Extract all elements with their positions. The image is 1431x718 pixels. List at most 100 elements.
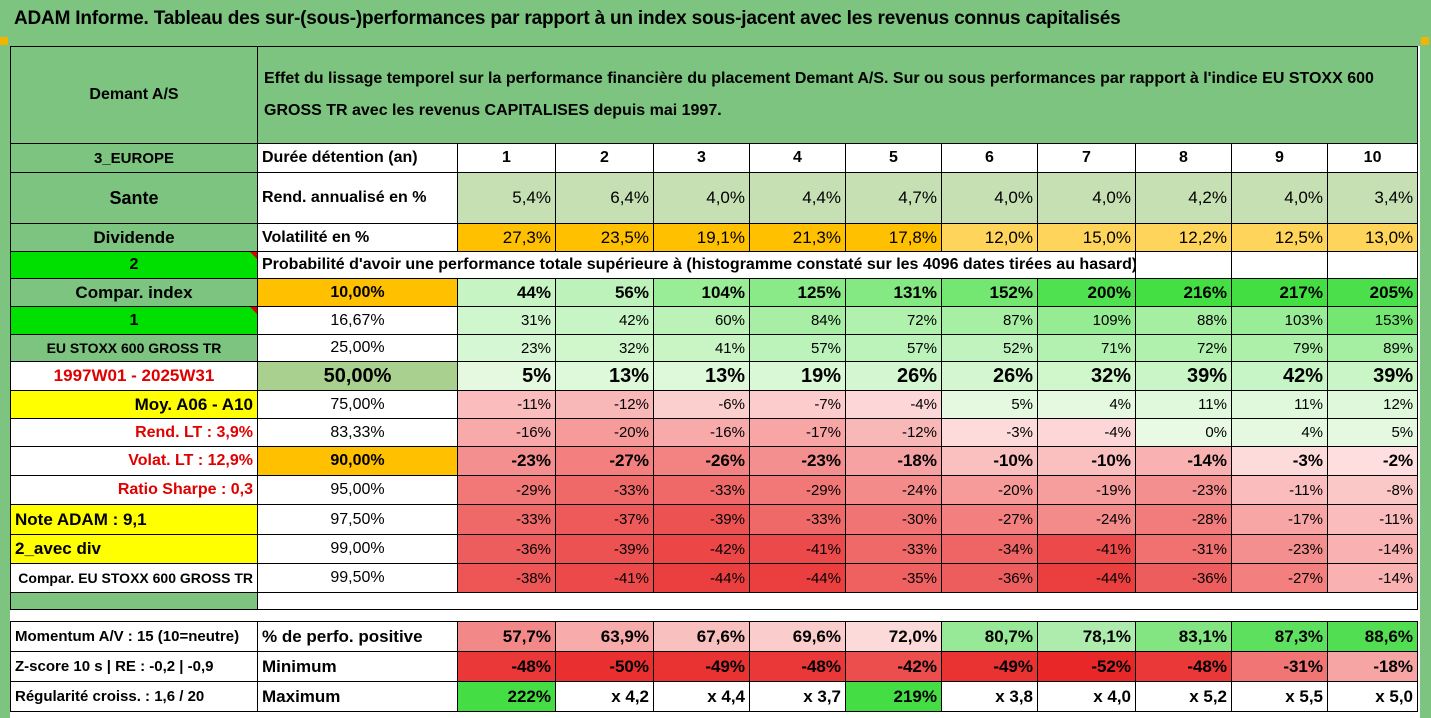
- summary-value-zscore: -42%: [845, 651, 942, 682]
- quantile-row: Rend. LT : 3,9% 83,33% -16% -20% -16% -17% -12…: [10, 418, 1419, 447]
- quantile-value: 205%: [1326, 278, 1419, 307]
- comment-marker: [250, 307, 257, 314]
- summary-value-regularite: x 5,5: [1231, 681, 1328, 712]
- quantile-value: -11%: [1326, 504, 1419, 535]
- quantile-level: 83,33%: [257, 418, 458, 447]
- quantile-value: -24%: [845, 475, 942, 505]
- quantile-level: 50,00%: [257, 361, 458, 391]
- quantile-value: -11%: [1231, 475, 1328, 505]
- summary-value-regularite: 222%: [457, 681, 556, 712]
- quantile-level: 95,00%: [257, 475, 458, 505]
- quantile-level: 10,00%: [257, 278, 458, 307]
- duration-year-5: 5: [845, 143, 942, 173]
- summary-value-regularite: x 5,2: [1135, 681, 1232, 712]
- summary-value-zscore: -31%: [1231, 651, 1328, 682]
- left-label-note: Note ADAM : 9,1: [10, 504, 258, 535]
- summary-value-momentum: 57,7%: [457, 621, 556, 652]
- duration-year-4: 4: [749, 143, 846, 173]
- quantile-value: 26%: [941, 361, 1038, 391]
- quantile-value: 152%: [941, 278, 1038, 307]
- quantile-value: -38%: [457, 563, 556, 593]
- quantile-value: -39%: [555, 534, 654, 564]
- summary-value-momentum: 69,6%: [749, 621, 846, 652]
- summary-value-momentum: 67,6%: [653, 621, 750, 652]
- fund-name: Demant A/S: [10, 46, 258, 144]
- quantile-value: -30%: [845, 504, 942, 535]
- empty-cell: [1326, 251, 1419, 279]
- quantile-value: 88%: [1135, 306, 1232, 335]
- quantile-value: -16%: [653, 418, 750, 447]
- left-label-index-name: EU STOXX 600 GROSS TR: [10, 334, 258, 362]
- summary-value-zscore: -48%: [1135, 651, 1232, 682]
- quantile-value: 153%: [1326, 306, 1419, 335]
- quantile-value: 12%: [1326, 390, 1419, 419]
- vol-value: 12,0%: [941, 223, 1038, 252]
- quantile-value: -2%: [1326, 446, 1419, 476]
- rend-value: 4,2%: [1135, 172, 1232, 224]
- quantile-row: Compar. index 10,00% 44% 56% 104% 125% 131% 152…: [10, 278, 1419, 307]
- quantile-value: 11%: [1135, 390, 1232, 419]
- quantile-row: Note ADAM : 9,1 97,50% -33% -37% -39% -33% -30…: [10, 504, 1419, 535]
- quantile-value: -44%: [653, 563, 750, 593]
- left-label-sharpe: Ratio Sharpe : 0,3: [10, 475, 258, 505]
- quantile-value: 57%: [845, 334, 942, 362]
- rend-value: 4,0%: [653, 172, 750, 224]
- summary-value-regularite: x 3,8: [941, 681, 1038, 712]
- quantile-value: 217%: [1231, 278, 1328, 307]
- quantile-value: -12%: [845, 418, 942, 447]
- quantile-value: -26%: [653, 446, 750, 476]
- summary-row-regularite: Régularité croiss. : 1,6 / 20 Maximum 222%…: [10, 681, 1418, 712]
- quantile-level: 16,67%: [257, 306, 458, 335]
- summary-metric-zscore: Minimum: [257, 651, 458, 682]
- duration-year-8: 8: [1135, 143, 1232, 173]
- left-label-period: 1997W01 - 2025W31: [10, 361, 258, 391]
- quantile-value: -4%: [845, 390, 942, 419]
- corner-marker-right: [1421, 37, 1429, 45]
- summary-value-zscore: -49%: [653, 651, 750, 682]
- quantile-row: Volat. LT : 12,9% 90,00% -23% -27% -26% -23% -…: [10, 446, 1419, 476]
- vol-label: Volatilité en %: [257, 223, 458, 252]
- performance-table: Demant A/S Effet du lissage temporel sur…: [10, 46, 1419, 610]
- quantile-value: 11%: [1231, 390, 1328, 419]
- quantile-value: -31%: [1135, 534, 1232, 564]
- quantile-value: 216%: [1135, 278, 1232, 307]
- summary-value-zscore: -49%: [941, 651, 1038, 682]
- quantile-value: -41%: [749, 534, 846, 564]
- quantile-value: 41%: [653, 334, 750, 362]
- vol-value: 12,2%: [1135, 223, 1232, 252]
- quantile-value: -44%: [1037, 563, 1136, 593]
- summary-value-momentum: 83,1%: [1135, 621, 1232, 652]
- summary-value-zscore: -18%: [1327, 651, 1418, 682]
- summary-label-zscore: Z-score 10 s | RE : -0,2 | -0,9: [10, 651, 258, 682]
- quantile-value: -17%: [1231, 504, 1328, 535]
- vol-value: 15,0%: [1037, 223, 1136, 252]
- probability-title: Probabilité d'avoir une performance tota…: [257, 251, 1136, 279]
- summary-value-zscore: -52%: [1037, 651, 1136, 682]
- empty-cell: [1135, 251, 1232, 279]
- quantile-value: 72%: [845, 306, 942, 335]
- quantile-value: -29%: [749, 475, 846, 505]
- summary-table: Momentum A/V : 15 (10=neutre)% de perfo.…: [10, 621, 1418, 712]
- code-2: 2: [129, 256, 139, 273]
- quantile-value: -23%: [457, 446, 556, 476]
- quantile-value: -3%: [1231, 446, 1328, 476]
- rend-value: 4,0%: [1037, 172, 1136, 224]
- rend-value: 6,4%: [555, 172, 654, 224]
- quantile-value: -34%: [941, 534, 1038, 564]
- quantile-level: 99,00%: [257, 534, 458, 564]
- summary-value-momentum: 80,7%: [941, 621, 1038, 652]
- quantile-value: 19%: [749, 361, 846, 391]
- summary-value-momentum: 88,6%: [1327, 621, 1418, 652]
- quantile-row: EU STOXX 600 GROSS TR 25,00% 23% 32% 41% 57% 5…: [10, 334, 1419, 362]
- summary-metric-momentum: % de perfo. positive: [257, 621, 458, 652]
- quantile-value: 56%: [555, 278, 654, 307]
- left-label-volat-lt: Volat. LT : 12,9%: [10, 446, 258, 476]
- quantile-value: 200%: [1037, 278, 1136, 307]
- quantile-value: -12%: [555, 390, 654, 419]
- quantile-value: 4%: [1231, 418, 1328, 447]
- quantile-value: -41%: [555, 563, 654, 593]
- report-description: Effet du lissage temporel sur la perform…: [256, 46, 1419, 144]
- quantile-value: -20%: [555, 418, 654, 447]
- code-2-cell: 2: [10, 251, 258, 279]
